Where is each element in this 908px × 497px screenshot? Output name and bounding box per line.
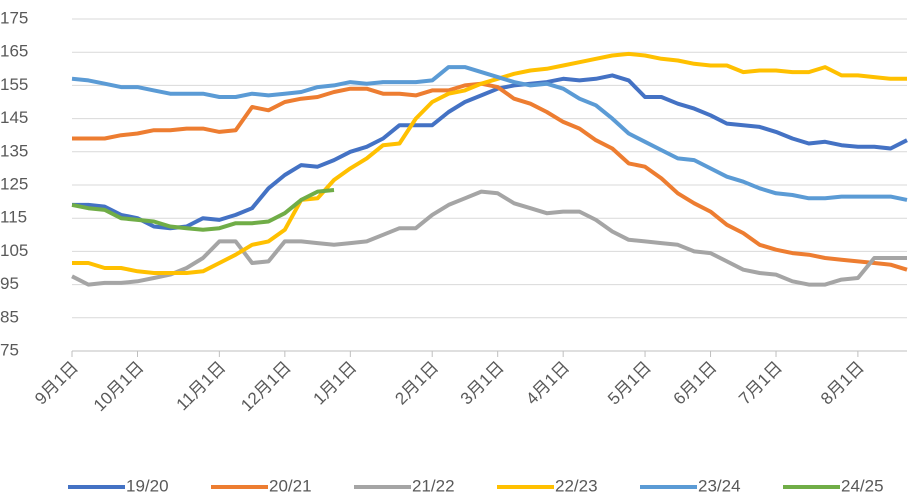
- legend-label: 23/24: [698, 476, 741, 495]
- y-tick-label: 175: [0, 8, 28, 27]
- x-tick-label: 2月1日: [391, 358, 442, 409]
- y-tick-label: 115: [0, 208, 27, 227]
- x-tick-label: 8月1日: [817, 358, 868, 409]
- series-line: [72, 73, 908, 231]
- x-tick-label: 12月1日: [237, 358, 295, 416]
- x-tick-label: 11月1日: [173, 358, 230, 415]
- series-line: [72, 51, 907, 275]
- y-tick-label: 165: [0, 42, 28, 61]
- y-tick-label: 155: [0, 75, 28, 94]
- legend-label: 22/23: [555, 476, 598, 495]
- x-tick-label: 3月1日: [457, 358, 508, 409]
- legend-label: 20/21: [269, 476, 312, 495]
- series-line: [72, 81, 908, 272]
- x-tick-label: 6月1日: [670, 358, 721, 409]
- series-line: [71, 189, 907, 287]
- legend-label: 19/20: [126, 476, 169, 495]
- series-line: [71, 188, 335, 232]
- y-tick-label: 75: [0, 340, 19, 359]
- legend-label: 24/25: [841, 476, 884, 495]
- y-tick-label: 145: [0, 108, 28, 127]
- x-tick-label: 1月1日: [309, 358, 360, 409]
- legend-label: 21/22: [412, 476, 455, 495]
- x-tick-label: 5月1日: [604, 358, 655, 409]
- y-tick-label: 95: [0, 274, 19, 293]
- y-tick-label: 85: [0, 307, 19, 326]
- y-tick-label: 135: [0, 141, 28, 160]
- x-tick-label: 9月1日: [31, 358, 82, 409]
- x-tick-label: 4月1日: [522, 358, 573, 409]
- x-tick-label: 7月1日: [735, 358, 786, 409]
- series-line: [71, 65, 908, 202]
- y-tick-label: 105: [0, 241, 28, 260]
- x-tick-label: 10月1日: [90, 358, 148, 416]
- y-tick-label: 125: [0, 174, 28, 193]
